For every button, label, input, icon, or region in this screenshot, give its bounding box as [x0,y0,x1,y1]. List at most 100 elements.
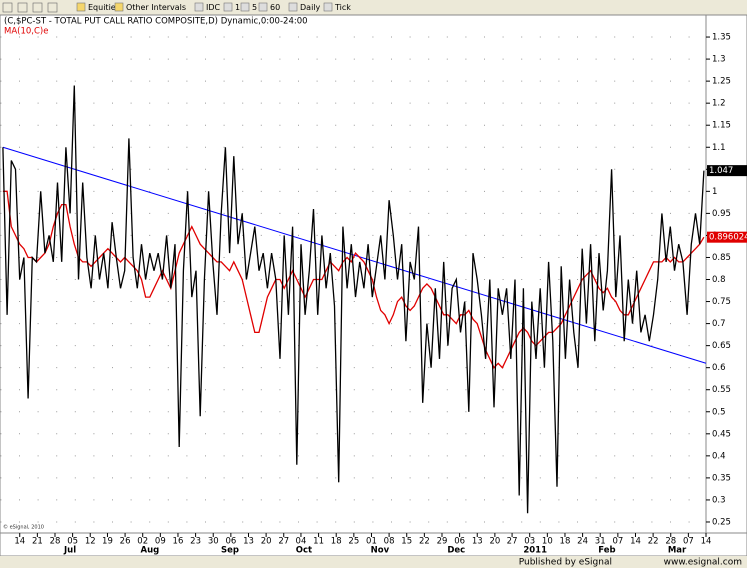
month-label: Jul [63,546,76,556]
month-label: Feb [598,546,615,556]
last-value-box [707,231,747,243]
toolbar-button[interactable] [2,2,13,13]
x-tick-label: 20 [489,537,500,547]
x-tick-label: 25 [348,537,359,547]
x-tick-label: 18 [331,537,342,547]
x-tick-label: 14 [701,537,712,547]
x-tick-label: 20 [261,537,272,547]
copyright: © eSignal, 2010 [3,524,44,531]
x-tick-label: 15 [401,537,412,547]
x-tick-label: 18 [560,537,571,547]
x-tick-label: 11 [313,537,324,547]
y-tick-label: 0.65 [712,341,731,351]
last-value-label: 0.896024 [709,233,747,243]
toolbar-icon [258,2,268,12]
y-tick-label: 1.2 [712,99,726,109]
x-tick-label: 03 [524,537,535,547]
x-tick-label: 06 [225,537,236,547]
y-tick-label: 0.5 [712,407,726,417]
y-tick-label: 1.3 [712,55,726,65]
toolbar-item[interactable]: 1 [235,3,240,12]
x-tick-label: 01 [366,537,377,547]
x-tick-label: 14 [630,537,641,547]
x-tick-label: 16 [173,537,184,547]
series-line [2,190,705,369]
month-label: Sep [221,546,239,556]
toolbar-item[interactable]: Equities [88,3,120,12]
x-tick-label: 07 [612,537,623,547]
month-label: Dec [447,546,465,556]
footer-text: Published by eSignal [519,558,612,568]
x-tick-label: 29 [437,537,448,547]
x-tick-label: 23 [190,537,201,547]
toolbar-item[interactable]: 5 [252,3,257,12]
x-tick-label: 06 [454,537,465,547]
y-tick-label: 1.35 [712,33,731,43]
x-tick-label: 27 [507,537,518,547]
toolbar-items: Equities Other Intervals IDC 1 5 60 Daily Tick [2,2,351,13]
series-line [2,85,705,514]
y-tick-label: 0.25 [712,517,731,527]
x-tick-label: 27 [278,537,289,547]
toolbar-button[interactable] [17,2,28,13]
toolbar-icon [223,2,233,12]
toolbar-item[interactable]: Daily [300,3,321,12]
x-tick-label: 31 [595,537,606,547]
y-axis-panel [705,14,747,534]
toolbar-item[interactable]: Other Intervals [126,3,186,12]
x-tick-label: 22 [648,537,659,547]
x-tick-label: 24 [577,537,588,547]
y-tick-label: 1.25 [712,77,731,87]
y-tick-label: 0.35 [712,473,731,483]
toolbar-item[interactable]: 60 [270,3,280,12]
toolbar-icon [240,2,250,12]
series-label: (C,$PC-ST - TOTAL PUT CALL RATIO COMPOSI… [4,17,308,27]
toolbar-item[interactable]: IDC [206,3,221,12]
y-tick-label: 0.55 [712,385,731,395]
x-tick-label: 07 [683,537,694,547]
footer-url: www.esignal.com [664,558,742,568]
month-label: Nov [371,546,390,556]
x-tick-label: 30 [208,537,219,547]
toolbar [0,0,747,15]
x-tick-label: 13 [243,537,254,547]
x-tick-label: 22 [419,537,430,547]
toolbar-icon [288,2,298,12]
y-tick-label: 0.95 [712,209,731,219]
toolbar-button[interactable] [47,2,58,13]
x-tick-label: 21 [32,537,43,547]
month-label: 2011 [523,546,547,556]
x-tick-label: 19 [102,537,113,547]
x-tick-label: 02 [137,537,148,547]
y-tick-label: 0.7 [712,319,726,329]
x-tick-label: 09 [155,537,166,547]
month-label: Oct [296,546,312,556]
x-tick-label: 13 [472,537,483,547]
x-tick-label: 10 [542,537,553,547]
toolbar-item[interactable]: Tick [334,3,351,12]
toolbar-button[interactable] [32,2,43,13]
last-value-label: 1.047 [709,166,733,176]
y-tick-label: 1.1 [712,143,726,153]
y-tick-label: 0.45 [712,429,731,439]
x-tick-label: 28 [665,537,676,547]
y-tick-label: 0.75 [712,297,731,307]
y-tick-label: 0.6 [712,363,726,373]
month-label: Aug [140,546,159,556]
x-tick-label: 12 [85,537,96,547]
x-tick-label: 26 [120,537,131,547]
toolbar-icon [76,2,86,12]
y-tick-label: 0.3 [712,495,726,505]
footer [0,556,747,568]
x-tick-label: 05 [67,537,78,547]
y-tick-label: 0.8 [712,275,726,285]
last-value-box [707,165,747,177]
y-tick-label: 0.85 [712,253,731,263]
toolbar-icon [323,2,333,12]
x-tick-label: 04 [296,537,307,547]
y-tick-label: 1.15 [712,121,731,131]
toolbar-icon [194,2,204,12]
y-tick-label: 0.4 [712,451,726,461]
